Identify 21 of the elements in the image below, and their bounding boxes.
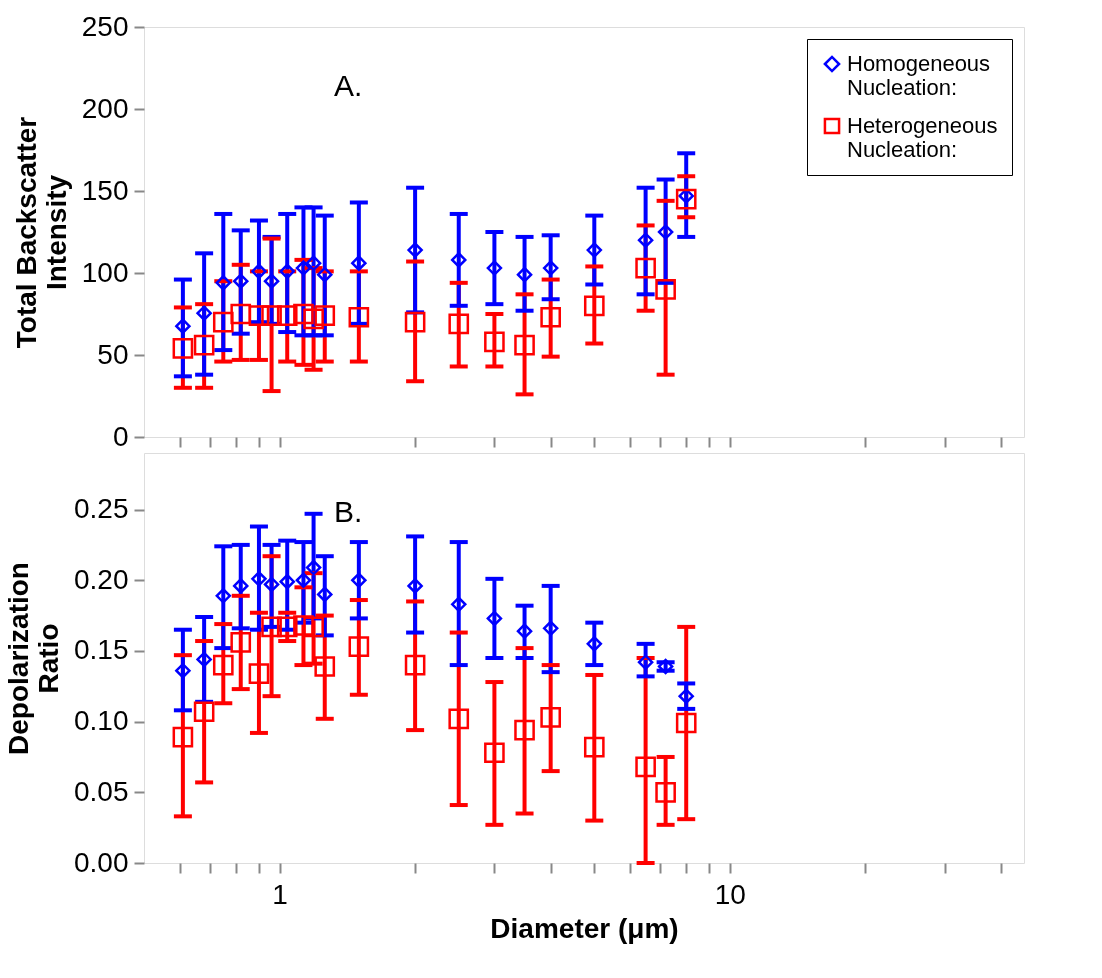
annotation: A. bbox=[334, 69, 363, 102]
y-axis-title: Depolarization Ratio bbox=[3, 562, 64, 755]
y-tick-label: 250 bbox=[81, 10, 129, 42]
y-tick-label: 0.25 bbox=[74, 493, 129, 525]
y-tick-label: 0.15 bbox=[74, 634, 129, 666]
y-tick-label: 100 bbox=[81, 256, 129, 288]
y-tick-label: 0.00 bbox=[74, 846, 129, 878]
annotation: B. bbox=[334, 495, 363, 528]
x-tick-label: 1 bbox=[272, 878, 288, 910]
y-tick-label: 0.20 bbox=[74, 563, 129, 595]
x-tick-label: 10 bbox=[714, 878, 746, 910]
y-tick-label: 0.05 bbox=[74, 775, 129, 807]
y-tick-label: 50 bbox=[97, 338, 129, 370]
y-tick-label: 200 bbox=[81, 92, 129, 124]
y-tick-label: 0 bbox=[112, 420, 129, 452]
x-axis-title: Diameter (μm) bbox=[490, 912, 679, 944]
legend-label: Heterogeneous Nucleation: bbox=[847, 113, 998, 162]
y-tick-label: 150 bbox=[81, 174, 129, 206]
legend-label: Homogeneous Nucleation: bbox=[847, 51, 991, 100]
y-axis-title: Total Backscatter Intensity bbox=[10, 116, 72, 349]
y-tick-label: 0.10 bbox=[74, 705, 129, 737]
